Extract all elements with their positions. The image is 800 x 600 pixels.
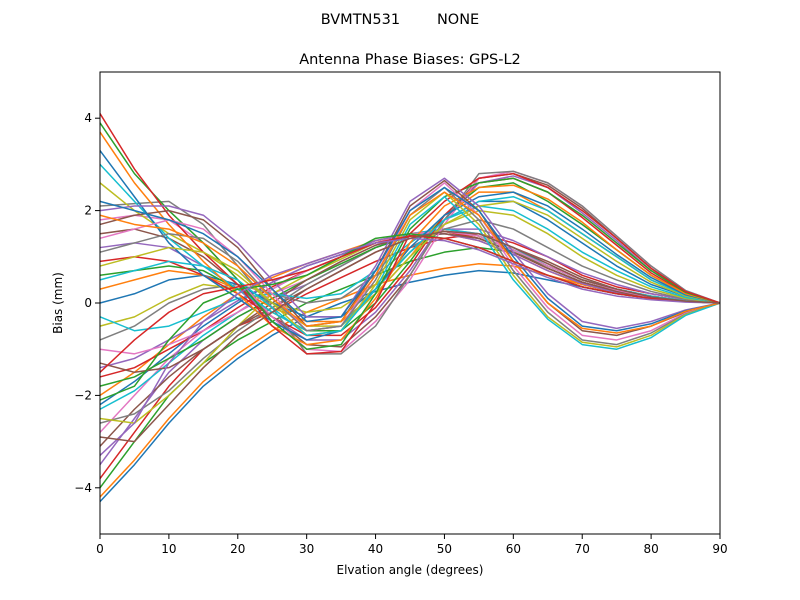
series-layer [99, 113, 721, 503]
y-axis-ticks: −4 −2 0 2 4 [74, 111, 100, 495]
series-line-31 [99, 150, 721, 341]
y-axis-label: Bias (mm) [51, 272, 65, 334]
x-tick-label: 10 [161, 542, 176, 556]
y-tick-label: −4 [74, 481, 92, 495]
x-axis-label: Elvation angle (degrees) [337, 563, 484, 577]
series-line-1 [99, 269, 721, 503]
figure-suptitle: BVMTN531 NONE [321, 12, 479, 28]
x-tick-label: 70 [575, 542, 590, 556]
plot-frame [99, 71, 721, 535]
x-tick-label: 50 [437, 542, 452, 556]
series-line-13 [99, 230, 721, 387]
x-tick-label: 80 [643, 542, 658, 556]
series-line-42 [99, 191, 721, 334]
y-tick-label: −2 [74, 388, 92, 402]
x-tick-label: 90 [712, 542, 727, 556]
x-tick-label: 0 [96, 542, 104, 556]
x-axis-ticks: 0 10 20 30 40 50 60 70 80 90 [96, 534, 728, 556]
series-line-28 [99, 170, 721, 355]
x-tick-label: 40 [368, 542, 383, 556]
series-line-40 [99, 195, 721, 350]
series-line-41 [99, 186, 721, 332]
series-line-35 [99, 177, 721, 330]
y-tick-label: 2 [84, 204, 92, 218]
chart-title: Antenna Phase Biases: GPS-L2 [299, 52, 521, 68]
series-line-44 [99, 235, 721, 373]
series-line-39 [99, 191, 721, 348]
x-tick-label: 60 [506, 542, 521, 556]
series-line-32 [99, 131, 721, 346]
series-line-36 [99, 179, 721, 337]
x-tick-label: 20 [230, 542, 245, 556]
y-tick-label: 4 [84, 111, 92, 125]
y-tick-label: 0 [84, 296, 92, 310]
series-line-46 [99, 230, 721, 443]
x-tick-label: 30 [299, 542, 314, 556]
